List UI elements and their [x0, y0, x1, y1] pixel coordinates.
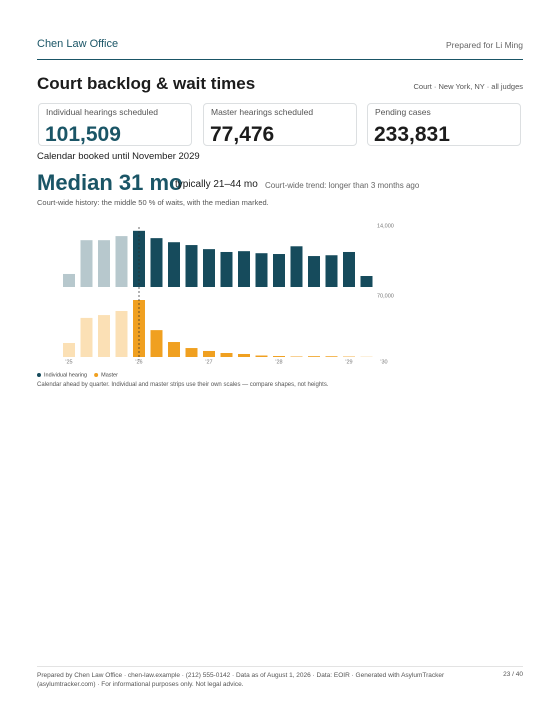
bar	[360, 276, 373, 287]
bar	[150, 330, 163, 357]
bar	[308, 256, 320, 287]
x-tick-label: '25	[65, 359, 72, 365]
firm: Chen Law Office	[37, 38, 119, 50]
bar	[273, 254, 285, 287]
card: Individual hearings scheduled 101,509	[38, 103, 192, 146]
bar	[133, 230, 145, 287]
median: Median 31 mo	[37, 170, 183, 195]
card-value: 233,831	[374, 123, 450, 146]
bar	[203, 350, 215, 357]
bar	[63, 342, 75, 357]
legend-label: Individual hearing	[44, 372, 87, 378]
x-tick-label: '27	[205, 359, 212, 365]
y-tick-label: 14,000	[377, 223, 394, 229]
bar	[238, 353, 250, 357]
bar	[255, 355, 268, 357]
section-title: Court backlog & wait times	[37, 74, 256, 93]
legend-swatch	[94, 373, 99, 377]
bar	[185, 245, 198, 287]
header-rule	[37, 59, 523, 60]
bar	[220, 353, 233, 357]
card-label: Pending cases	[375, 107, 431, 117]
court: Court · New York, NY · all judges	[413, 82, 524, 91]
x-tick-label: '28	[275, 359, 282, 365]
booked-until: Calendar booked until November 2029	[37, 151, 200, 162]
bar	[185, 348, 198, 357]
bar	[115, 310, 128, 357]
x-tick-label: '26	[135, 359, 142, 365]
card-value: 101,509	[45, 123, 121, 146]
bar	[343, 251, 355, 287]
footer-rule	[37, 666, 523, 667]
typical: typically 21–44 mo	[175, 179, 258, 190]
card-label: Master hearings scheduled	[211, 107, 314, 117]
bar	[168, 342, 180, 357]
bar	[63, 273, 75, 287]
x-tick-label: '29	[345, 359, 352, 365]
history-note: Court-wide history: the middle 50 % of w…	[37, 198, 269, 207]
bar	[325, 255, 338, 287]
bar	[168, 242, 180, 287]
bar	[273, 356, 285, 357]
trend: Court-wide trend: longer than 3 months a…	[265, 181, 420, 190]
bar	[150, 238, 163, 287]
prepared-for: Prepared for Li Ming	[445, 40, 523, 50]
caption: Calendar ahead by quarter. Individual an…	[37, 382, 329, 388]
card-value: 77,476	[210, 123, 275, 146]
legend-label: Master	[101, 372, 118, 378]
bar	[115, 236, 128, 287]
bar	[98, 240, 110, 287]
bar	[203, 249, 215, 287]
legend-swatch	[37, 373, 41, 377]
bar	[220, 251, 233, 287]
bar	[325, 356, 338, 357]
bar	[238, 251, 250, 287]
bar	[98, 315, 110, 357]
bar	[308, 356, 320, 357]
y-tick-label: 70,000	[377, 293, 394, 299]
bar	[80, 240, 93, 287]
bar	[80, 317, 93, 357]
bar	[255, 253, 268, 287]
card-label: Individual hearings scheduled	[46, 107, 158, 117]
bar	[290, 246, 303, 287]
x-tick-label: '30	[380, 359, 387, 365]
footer-text: Prepared by Chen Law Office · chen-law.e…	[37, 672, 445, 688]
page-number: 23 / 40	[503, 671, 523, 678]
card: Master hearings scheduled 77,476	[203, 103, 357, 146]
card: Pending cases 233,831	[367, 103, 521, 146]
